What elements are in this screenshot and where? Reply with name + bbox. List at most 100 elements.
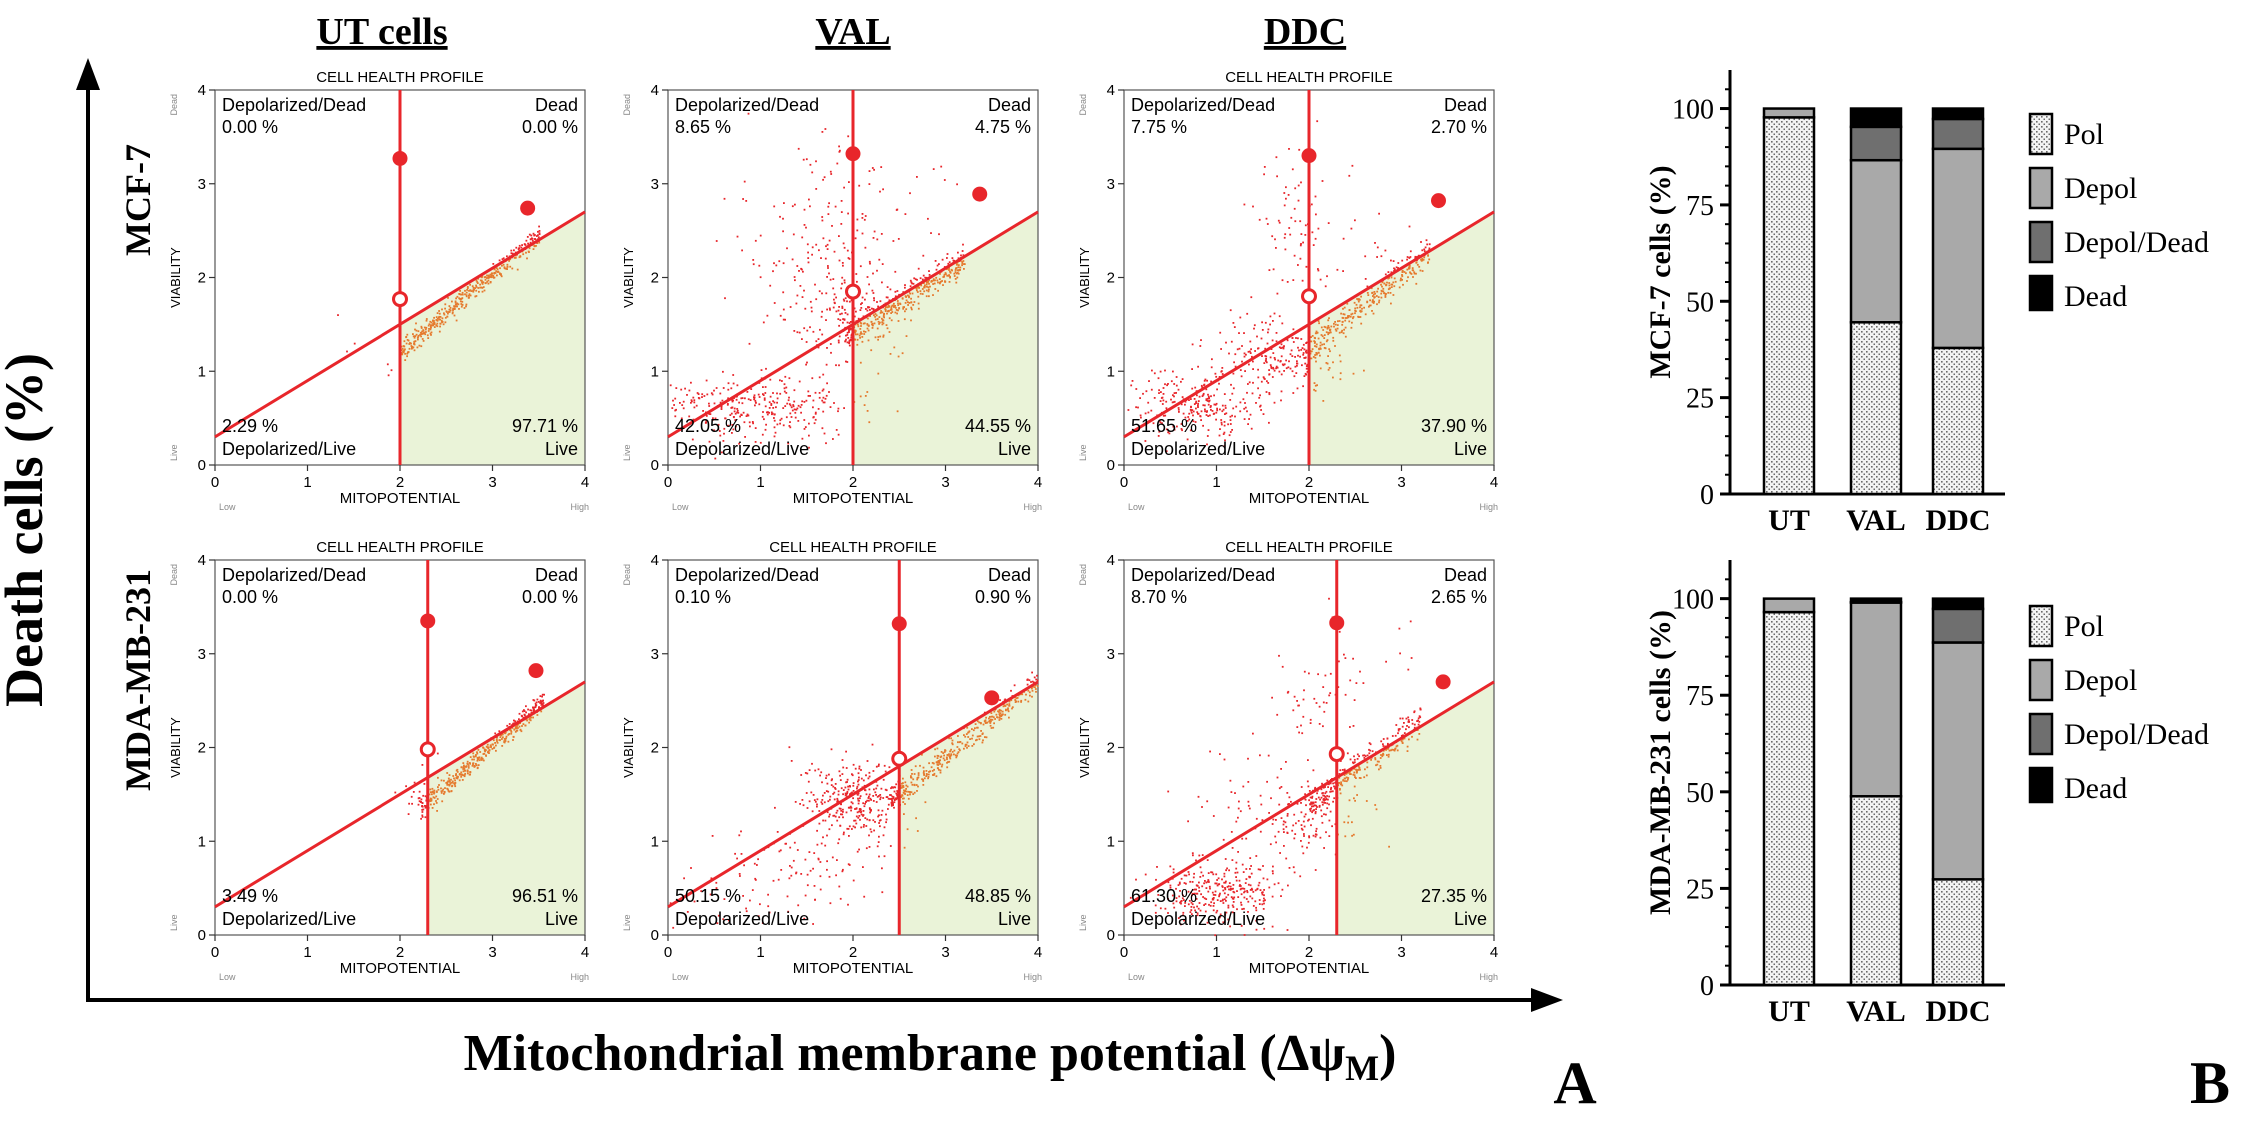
scatter-dot	[1391, 748, 1394, 751]
scatter-dot	[1248, 807, 1251, 810]
scatter-dot	[961, 250, 964, 252]
scatter-dot	[1185, 874, 1188, 877]
scatter-dot	[1337, 782, 1340, 785]
scatter-dot	[1341, 320, 1344, 323]
scatter-dot	[801, 268, 803, 271]
scatter-dot	[1158, 419, 1161, 422]
scatter-dot	[1300, 181, 1302, 184]
scatter-dot	[1415, 282, 1418, 285]
scatter-dot	[525, 711, 527, 714]
scatter-dot	[1234, 415, 1236, 418]
scatter-dot	[1266, 780, 1268, 783]
scatter-dot	[925, 283, 928, 286]
scatter-dot	[1387, 755, 1390, 758]
y-tick-label: 3	[651, 646, 659, 663]
scatter-dot	[819, 861, 822, 863]
bar-category-label: UT	[1768, 995, 1810, 1028]
scatter-dot	[462, 766, 465, 769]
scatter-dot	[500, 275, 503, 278]
scatter-dot	[429, 799, 431, 802]
scatter-dot	[871, 327, 874, 329]
scatter-dot	[1321, 801, 1324, 804]
scatter-dot	[518, 247, 521, 249]
quadrant-depolarized-live-label: Depolarized/Live	[222, 909, 356, 929]
scatter-dot	[840, 287, 843, 290]
bar-category-label: DDC	[1926, 995, 1991, 1028]
scatter-dot	[1247, 911, 1249, 913]
scatter-dot	[401, 352, 404, 355]
scatter-dot	[1199, 345, 1202, 347]
scatter-dot	[1175, 897, 1178, 899]
scatter-dot	[1268, 373, 1271, 376]
scatter-dot	[933, 774, 935, 776]
scatter-dot	[424, 805, 426, 807]
scatter-dot	[1408, 267, 1411, 270]
scatter-dot	[842, 833, 845, 836]
scatter-dot	[432, 791, 435, 794]
scatter-dot	[1177, 407, 1180, 409]
scatter-dot	[942, 757, 945, 760]
scatter-dot	[852, 790, 855, 792]
scatter-dot	[1360, 322, 1363, 325]
bar-y-tick-label: 25	[1686, 384, 1714, 415]
x-tick-label: 0	[664, 944, 672, 961]
scatter-dot	[813, 885, 816, 887]
scatter-dot	[451, 784, 454, 787]
scatter-dot	[879, 300, 882, 303]
scatter-dot	[1398, 728, 1401, 730]
scatter-dot	[863, 333, 866, 335]
scatter-dot	[1158, 389, 1160, 392]
scatter-dot	[1153, 397, 1156, 399]
scatter-dot	[903, 846, 906, 849]
scatter-dot	[1402, 283, 1404, 286]
x-tick-label: 3	[1397, 474, 1405, 491]
scatter-dot	[837, 433, 840, 436]
quadrant-depolarized-dead-label: Depolarized/Dead	[1131, 95, 1275, 115]
scatter-dot	[525, 718, 528, 721]
scatter-dot	[1374, 242, 1376, 244]
scatter-dot	[949, 750, 951, 753]
scatter-dot	[889, 288, 892, 291]
scatter-dot	[443, 793, 445, 795]
scatter-dot	[882, 188, 884, 191]
scatter-dot	[861, 336, 864, 338]
scatter-dot	[1218, 434, 1221, 437]
scatter-dot	[830, 351, 832, 354]
scatter-dot	[732, 374, 735, 376]
scatter-dot	[1324, 802, 1327, 804]
scatter-dot	[1263, 894, 1265, 897]
scatter-dot	[506, 263, 509, 266]
scatter-dot	[1261, 819, 1264, 821]
x-high-label: High	[1479, 972, 1498, 982]
scatter-dot	[859, 336, 861, 339]
scatter-dot	[826, 248, 829, 250]
scatter-dot	[773, 426, 776, 429]
scatter-dot	[1202, 394, 1205, 396]
scatter-dot	[1353, 767, 1356, 770]
scatter-dot	[834, 815, 837, 818]
scatter-dot	[929, 285, 931, 288]
scatter-dot	[796, 294, 799, 297]
scatter-dot	[1384, 249, 1387, 252]
y-tick-label: 1	[198, 833, 206, 850]
scatter-dot	[495, 738, 498, 741]
gate-handle-right	[528, 663, 544, 679]
scatter-dot	[829, 798, 831, 801]
scatter-dot	[844, 792, 847, 795]
scatter-dot	[1232, 372, 1235, 375]
scatter-dot	[461, 291, 464, 294]
scatter-dot	[949, 756, 951, 759]
scatter-dot	[825, 790, 828, 792]
scatter-dot	[997, 710, 999, 713]
scatter-dot	[910, 281, 913, 284]
scatter-dot	[1302, 343, 1305, 346]
scatter-dot	[863, 824, 865, 826]
scatter-dot	[846, 341, 849, 344]
scatter-dot	[806, 329, 809, 332]
scatter-dot	[1208, 397, 1210, 399]
scatter-dot	[922, 784, 925, 786]
scatter-dot	[1343, 313, 1346, 316]
scatter-dot	[1248, 876, 1251, 879]
scatter-dot	[1266, 380, 1268, 383]
